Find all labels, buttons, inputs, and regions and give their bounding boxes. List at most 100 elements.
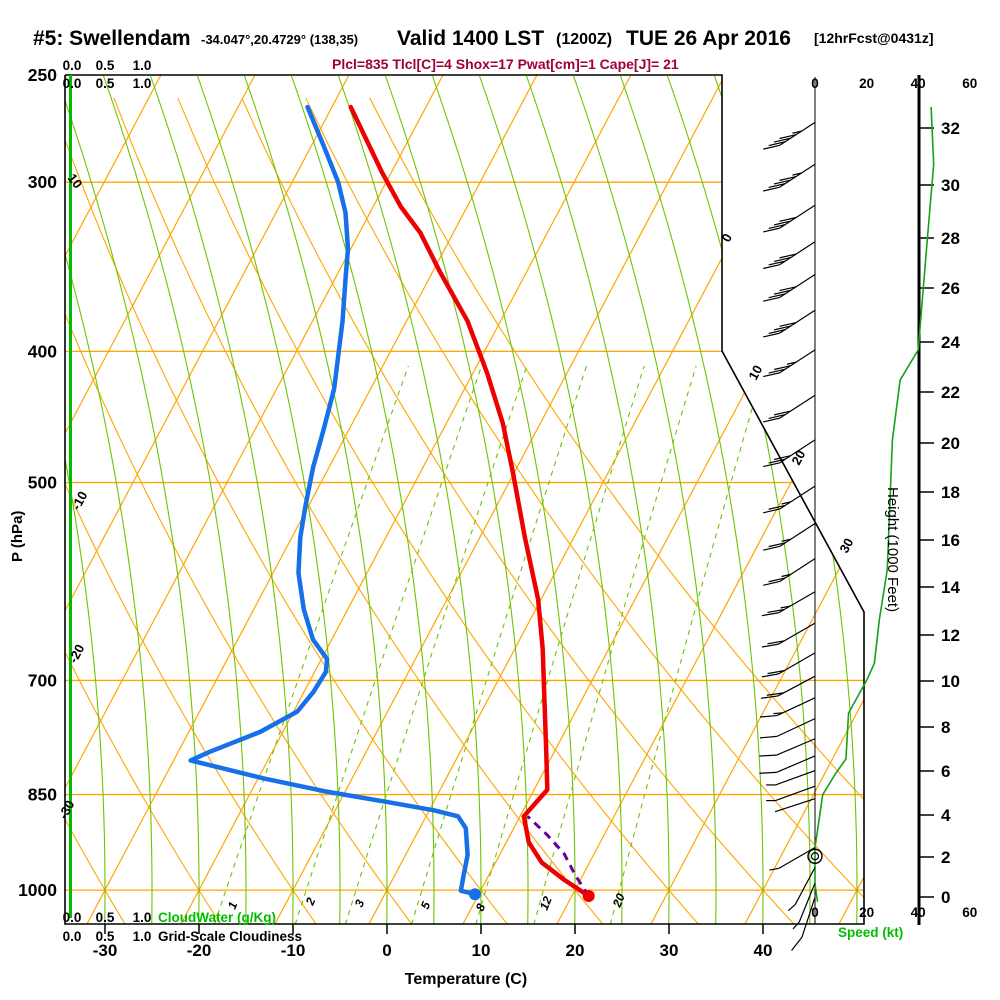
dry-adiabat-value-label: 10 xyxy=(65,171,86,192)
wind-barb xyxy=(761,652,816,678)
wind-barb xyxy=(763,241,816,270)
height-tick-label: 0 xyxy=(941,888,950,907)
isotherm-line xyxy=(180,75,632,924)
temp-tick-label: -20 xyxy=(187,941,212,960)
mixing-ratio-line xyxy=(344,365,528,924)
wind-barb-segment xyxy=(779,485,816,510)
temp-tick-label: 40 xyxy=(754,941,773,960)
wind-barb-segment xyxy=(779,349,816,374)
wind-barb-segment xyxy=(768,504,786,510)
wind-barb xyxy=(774,798,816,813)
cloudiness-scale-top-value: 0.5 xyxy=(96,76,115,91)
wind-barb-segment xyxy=(759,771,777,774)
wind-barb-segment xyxy=(798,882,816,923)
wind-barb xyxy=(766,785,816,802)
wind-barb-segment xyxy=(761,643,779,648)
mixing-ratio-value-label: 5 xyxy=(418,899,434,911)
cloudiness-scale-top-value: 0.0 xyxy=(63,76,82,91)
wind-barb-segment xyxy=(768,368,786,374)
height-tick-label: 24 xyxy=(941,333,960,352)
title-coords: -34.047°,20.4729° (138,35) xyxy=(201,32,358,47)
grid-lines xyxy=(65,75,864,924)
isotherm-value-label: 30 xyxy=(836,536,856,556)
wind-barb-segment xyxy=(763,227,780,233)
wind-barb-segment xyxy=(792,130,802,134)
height-tick-label: 6 xyxy=(941,762,950,781)
mixing-ratio-value-label: 1 xyxy=(225,899,241,911)
pressure-axis-label: P (hPa) xyxy=(9,511,26,562)
mixing-ratio-value-label: 20 xyxy=(609,891,627,910)
moist-adiabat-line xyxy=(479,75,623,924)
moist-adiabat-line xyxy=(197,75,341,924)
dry-adiabat-line xyxy=(113,97,604,924)
wind-barb-segment xyxy=(779,204,816,229)
wind-barb-segment xyxy=(768,260,786,266)
height-tick-label: 18 xyxy=(941,483,960,502)
wind-barb xyxy=(769,846,816,871)
mixing-ratio-line xyxy=(294,365,483,924)
wind-barb xyxy=(763,558,816,586)
height-tick-label: 30 xyxy=(941,176,960,195)
wind-barb-segment xyxy=(759,714,777,718)
title-fcst: [12hrFcst@0431z] xyxy=(814,30,933,46)
wind-barb-segment xyxy=(786,361,797,365)
mixing-ratio-value-label: 8 xyxy=(473,901,489,913)
wind-barb-segment xyxy=(768,458,786,464)
wind-barb-segment xyxy=(773,257,791,263)
wind-barb-segment xyxy=(779,175,797,181)
mixing-ratio-line xyxy=(475,365,645,924)
title-valid: Valid 1400 LST xyxy=(397,27,544,50)
temperature-curve xyxy=(348,104,591,899)
mixing-ratio-value-label: 2 xyxy=(302,895,318,908)
speed-tick-label-bottom: 60 xyxy=(962,905,977,920)
wind-barb-segment xyxy=(781,538,791,542)
isotherm-line xyxy=(744,75,864,924)
wind-barb-segment xyxy=(773,289,791,295)
wind-barb-segment xyxy=(779,274,816,298)
wind-barb-segment xyxy=(763,545,780,551)
wind-barb-segment xyxy=(781,501,791,505)
wind-barb xyxy=(759,718,816,739)
wind-barb-segment xyxy=(773,220,791,226)
wind-barb-segment xyxy=(763,144,780,150)
wind-barb xyxy=(791,896,816,951)
wind-barb-segment xyxy=(779,439,816,464)
moist-adiabat-line xyxy=(65,75,200,924)
temperature-axis-label: Temperature (C) xyxy=(405,971,527,988)
wind-barb-segment xyxy=(778,591,816,614)
cloudiness-scale-top-value: 1.0 xyxy=(133,76,152,91)
moist-adiabat-line xyxy=(150,75,294,924)
wind-barb-segment xyxy=(768,329,786,335)
cloudwater-scale-bottom-value: 0.5 xyxy=(96,910,115,925)
wind-barb-segment xyxy=(779,163,816,188)
wind-barb xyxy=(792,882,816,930)
isotherm-line xyxy=(65,75,256,924)
wind-barb-segment xyxy=(779,121,816,146)
wind-barb-segment xyxy=(773,712,783,715)
wind-speed-profile-line xyxy=(814,107,935,902)
wind-barb xyxy=(759,738,816,757)
pressure-tick-label: 850 xyxy=(28,785,57,805)
isotherm-value-label: 20 xyxy=(788,448,808,468)
wind-barb xyxy=(763,274,816,302)
wind-barb-segment xyxy=(768,141,786,147)
wind-barb-segment xyxy=(792,172,802,176)
wind-barb-segment xyxy=(763,417,780,423)
wind-barb-segment xyxy=(769,867,779,871)
temp-tick-label: 0 xyxy=(382,941,391,960)
pressure-tick-label: 400 xyxy=(28,341,57,361)
dry-adiabat-line xyxy=(65,97,317,924)
temp-tick-label: -10 xyxy=(281,941,306,960)
surface-temperature-dot xyxy=(582,889,595,902)
speed-tick-label-top: 20 xyxy=(859,76,874,91)
height-axis-label: Height (1000 Feet) xyxy=(884,487,901,612)
wind-barb-segment xyxy=(761,673,779,678)
mixing-ratio-line xyxy=(609,365,765,924)
wind-barb-segment xyxy=(779,394,816,419)
wind-barb xyxy=(763,309,816,338)
mixing-ratio-value-label: 12 xyxy=(537,894,555,912)
wind-barb-segment xyxy=(776,755,816,773)
